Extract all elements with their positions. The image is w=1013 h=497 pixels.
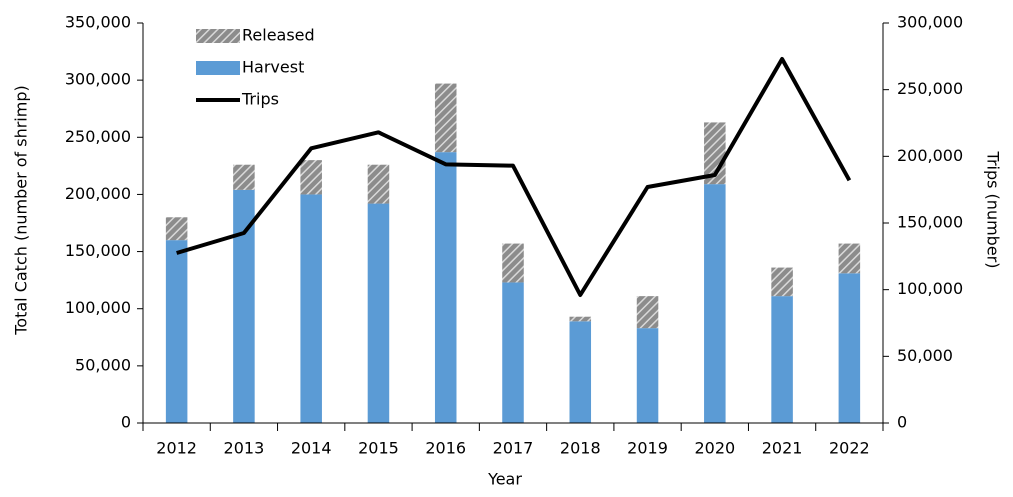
bar-segment [300,160,322,195]
y-tick-label: 350,000 [65,13,131,32]
y2-tick-label: 0 [897,413,907,432]
legend-label: Harvest [242,58,304,77]
x-tick-label: 2018 [560,439,601,458]
x-tick-label: 2016 [425,439,466,458]
y-tick-label: 200,000 [65,184,131,203]
x-tick-label: 2013 [224,439,265,458]
x-tick-label: 2012 [156,439,197,458]
bar-segment [704,184,726,423]
x-tick-label: 2022 [829,439,870,458]
y-axis-title: Total Catch (number of shrimp) [12,85,31,336]
legend-swatch [196,29,240,43]
y2-tick-label: 100,000 [897,279,963,298]
y-tick-label: 0 [121,413,131,432]
y2-tick-label: 300,000 [897,13,963,32]
y2-tick-label: 200,000 [897,146,963,165]
bar-segment [367,203,390,423]
bar-segment [367,164,390,204]
bar-segment [434,83,457,153]
bar-segment [771,267,793,297]
y-tick-label: 50,000 [75,355,131,374]
bar-segment [636,328,659,423]
bar-segment [233,164,255,190]
trips-line [176,57,852,297]
bar-segment [771,296,793,423]
y-tick-label: 300,000 [65,70,131,89]
y2-tick-label: 250,000 [897,79,963,98]
x-axis-title: Year [487,470,522,489]
x-tick-label: 2021 [762,439,803,458]
bar-segment [569,321,592,423]
bar-segment [838,273,861,423]
y2-axis-title: Trips (number) [984,151,1003,269]
bar-segment [300,194,322,423]
y-tick-label: 100,000 [65,298,131,317]
bar-segment [569,316,592,322]
bar-segment [165,217,188,241]
bar-segment [838,243,861,274]
bar-segment [502,282,524,423]
bar-segment [434,152,457,423]
x-tick-label: 2015 [358,439,399,458]
x-tick-label: 2014 [291,439,332,458]
bar-segment [636,296,659,329]
legend-label: Trips [241,90,279,109]
y2-tick-label: 150,000 [897,213,963,232]
x-tick-label: 2017 [493,439,534,458]
y-tick-label: 250,000 [65,127,131,146]
legend-swatch [196,61,240,75]
x-tick-label: 2019 [627,439,668,458]
legend-label: Released [242,26,315,45]
y-tick-label: 150,000 [65,241,131,260]
x-tick-label: 2020 [694,439,735,458]
y2-tick-label: 50,000 [897,346,953,365]
bar-segment [233,189,255,423]
bar-segment [165,240,188,423]
bar-segment [502,243,524,283]
